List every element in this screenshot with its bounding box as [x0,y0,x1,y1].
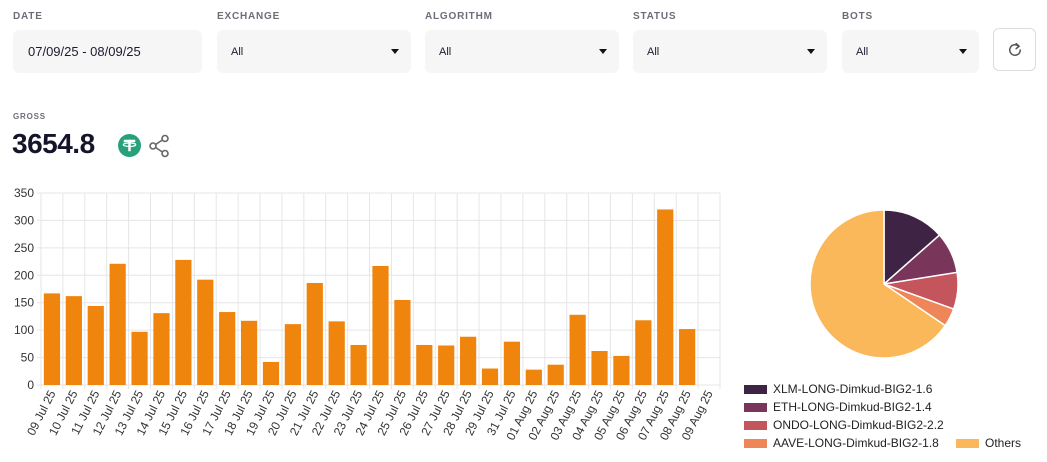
bar[interactable] [43,293,61,385]
bar[interactable] [87,306,104,385]
legend-label: ONDO-LONG-Dimkud-BIG2-2.2 [773,418,944,432]
share-icon[interactable] [148,134,170,158]
bar[interactable] [657,209,674,385]
bar[interactable] [525,369,542,385]
bar[interactable] [569,314,586,385]
gross-value: 3654.8 [12,128,95,159]
y-tick-label: 150 [14,296,34,310]
pie-slice[interactable] [883,209,941,286]
bots-select-value: All [856,45,869,58]
bar[interactable] [262,361,280,385]
bar[interactable] [284,324,301,385]
bar[interactable] [591,350,608,385]
bar[interactable] [175,259,192,385]
status-select-value: All [647,45,660,58]
tether-icon [118,134,141,157]
exchange-filter-label: EXCHANGE [217,11,281,22]
bar[interactable] [503,341,521,385]
pie-slice[interactable] [809,209,947,359]
date-filter-label: DATE [13,11,43,22]
status-filter-label: STATUS [633,11,677,22]
exchange-select-value: All [231,45,244,58]
legend-item[interactable]: ETH-LONG-Dimkud-BIG2-1.4 [744,400,932,414]
legend-label: Others [985,436,1022,450]
y-tick-label: 0 [27,378,34,392]
algorithm-select-value: All [439,45,452,58]
gross-label: GROSS [13,112,46,121]
legend-label: ETH-LONG-Dimkud-BIG2-1.4 [773,400,932,414]
bar[interactable] [481,368,499,385]
bar[interactable] [394,299,411,385]
bar[interactable] [240,320,258,385]
legend-swatch [956,438,979,448]
legend-item[interactable]: AAVE-LONG-Dimkud-BIG2-1.8 [744,436,939,450]
bots-filter-label: BOTS [842,11,873,22]
y-tick-label: 350 [14,186,34,200]
refresh-button[interactable] [993,28,1036,71]
bar[interactable] [372,265,389,385]
bots-select[interactable]: All [842,30,979,73]
algorithm-select[interactable]: All [425,30,619,73]
legend-swatch [744,438,767,448]
y-tick-label: 50 [21,351,35,365]
legend-swatch [744,420,767,430]
bar[interactable] [197,279,214,385]
bar[interactable] [153,313,170,385]
date-range-picker[interactable]: 07/09/25 - 08/09/25 [13,30,202,73]
bar[interactable] [679,329,696,385]
refresh-icon [1008,42,1021,56]
legend-label: XLM-LONG-Dimkud-BIG2-1.6 [773,382,933,396]
exchange-select[interactable]: All [217,30,411,73]
y-tick-label: 200 [14,268,34,282]
legend-item[interactable]: Others [956,436,1021,450]
bar[interactable] [438,345,455,385]
algorithm-filter-label: ALGORITHM [425,11,493,22]
bar[interactable] [416,344,433,385]
bot-share-pie-chart [809,209,959,359]
caret-down-icon [807,49,815,54]
caret-down-icon [959,49,967,54]
bar[interactable] [109,263,126,385]
caret-down-icon [391,49,399,54]
status-select[interactable]: All [633,30,827,73]
bar[interactable] [131,331,148,385]
bar[interactable] [306,282,323,385]
caret-down-icon [599,49,607,54]
bar[interactable] [547,364,564,385]
bar[interactable] [65,296,82,385]
bar[interactable] [350,344,367,385]
y-tick-label: 250 [14,241,34,255]
legend-swatch [744,384,767,394]
bar[interactable] [613,355,630,385]
legend-label: AAVE-LONG-Dimkud-BIG2-1.8 [773,436,939,450]
bar[interactable] [460,336,477,385]
y-tick-label: 300 [14,213,34,227]
legend-item[interactable]: XLM-LONG-Dimkud-BIG2-1.6 [744,382,932,396]
date-range-value: 07/09/25 - 08/09/25 [28,44,141,59]
legend-swatch [744,402,767,412]
legend-item[interactable]: ONDO-LONG-Dimkud-BIG2-2.2 [744,418,944,432]
y-tick-label: 100 [14,323,34,337]
bar[interactable] [328,321,345,385]
bar[interactable] [219,312,236,385]
bar[interactable] [635,320,652,385]
